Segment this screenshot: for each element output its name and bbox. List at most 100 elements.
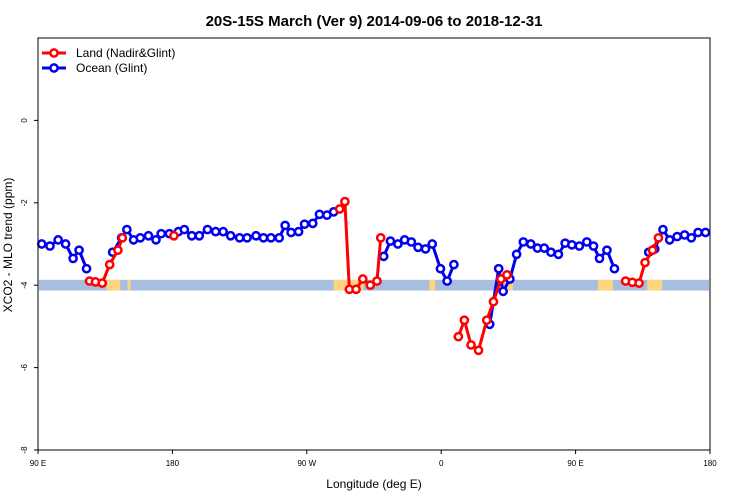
data-point bbox=[393, 239, 403, 249]
data-point bbox=[653, 232, 664, 243]
data-point bbox=[45, 241, 55, 251]
x-tick-label: 180 bbox=[703, 459, 717, 468]
y-axis-label: XCO2 - MLO trend (ppm) bbox=[1, 178, 15, 313]
data-point bbox=[266, 232, 276, 243]
data-point bbox=[700, 227, 711, 238]
legend: Land (Nadir&Glint)Ocean (Glint) bbox=[42, 46, 175, 75]
legend-marker bbox=[49, 48, 59, 58]
y-tick-label: 0 bbox=[20, 118, 29, 123]
data-point bbox=[113, 245, 123, 256]
data-point bbox=[567, 239, 577, 250]
data-point bbox=[135, 232, 146, 243]
legend-marker bbox=[49, 63, 59, 73]
data-point bbox=[274, 232, 285, 243]
data-point bbox=[36, 239, 47, 249]
data-point bbox=[53, 235, 64, 245]
data-point bbox=[525, 239, 536, 249]
data-point bbox=[413, 242, 423, 253]
x-tick-label: 90 E bbox=[567, 459, 583, 468]
data-point bbox=[634, 278, 644, 288]
data-point bbox=[151, 235, 161, 245]
data-point bbox=[117, 232, 128, 243]
data-point bbox=[340, 196, 350, 207]
data-point bbox=[293, 226, 304, 237]
reference-band-highlight bbox=[127, 279, 131, 291]
data-point bbox=[375, 232, 386, 243]
reference-band-highlight bbox=[647, 279, 663, 291]
data-point bbox=[481, 315, 492, 326]
data-point bbox=[459, 315, 470, 326]
data-point bbox=[104, 259, 115, 270]
data-point bbox=[60, 239, 71, 249]
y-tick-label: -8 bbox=[20, 446, 29, 454]
x-tick-label: 90 W bbox=[297, 459, 316, 468]
plot-frame bbox=[37, 37, 711, 451]
data-point bbox=[453, 331, 464, 342]
data-point bbox=[594, 253, 605, 264]
data-point bbox=[493, 263, 504, 274]
data-point bbox=[588, 241, 599, 251]
y-tick-label: -6 bbox=[20, 363, 29, 371]
data-point bbox=[307, 218, 318, 229]
data-point bbox=[435, 263, 446, 274]
data-point bbox=[602, 245, 612, 256]
reference-band-highlight bbox=[494, 279, 513, 291]
data-point bbox=[74, 245, 84, 256]
reference-band-highlight bbox=[106, 279, 121, 291]
data-point bbox=[143, 230, 154, 241]
data-point bbox=[372, 276, 382, 286]
data-point bbox=[179, 224, 190, 235]
data-point bbox=[378, 251, 389, 262]
data-point bbox=[647, 245, 658, 256]
data-point bbox=[488, 296, 499, 307]
data-point bbox=[442, 276, 453, 286]
x-axis: 90 E 180 90 W 0 90 E 180 bbox=[30, 450, 717, 468]
data-point bbox=[242, 232, 252, 243]
data-point bbox=[218, 226, 229, 237]
legend-label: Land (Nadir&Glint) bbox=[76, 46, 175, 60]
data-point bbox=[156, 228, 167, 239]
x-tick-label: 180 bbox=[166, 459, 180, 468]
x-axis-label: Longitude (deg E) bbox=[326, 477, 421, 491]
data-point bbox=[202, 224, 213, 235]
y-axis: 0 -2 -4 -6 -8 bbox=[20, 118, 38, 454]
legend-item: Land (Nadir&Glint) bbox=[42, 46, 175, 60]
data-point bbox=[258, 232, 269, 243]
series-layer bbox=[36, 196, 711, 356]
x-tick-label: 0 bbox=[439, 459, 444, 468]
data-point bbox=[574, 241, 585, 251]
y-tick-label: -2 bbox=[20, 199, 29, 207]
data-point bbox=[357, 274, 368, 284]
chart-title: 20S-15S March (Ver 9) 2014-09-06 to 2018… bbox=[206, 13, 543, 30]
data-point bbox=[581, 237, 592, 247]
data-point bbox=[406, 237, 417, 247]
data-point bbox=[466, 340, 476, 350]
data-point bbox=[280, 220, 290, 231]
data-point bbox=[251, 230, 261, 241]
data-point bbox=[81, 263, 92, 274]
data-point bbox=[502, 270, 512, 280]
series-ocean bbox=[36, 207, 711, 330]
data-point bbox=[553, 249, 564, 260]
data-point bbox=[609, 263, 620, 274]
legend-item: Ocean (Glint) bbox=[42, 61, 147, 75]
legend-label: Ocean (Glint) bbox=[76, 61, 147, 75]
data-point bbox=[640, 257, 650, 268]
data-point bbox=[511, 249, 522, 260]
data-point bbox=[351, 284, 361, 295]
data-point bbox=[473, 345, 484, 356]
data-point bbox=[427, 239, 438, 249]
series-land bbox=[84, 196, 664, 356]
data-point bbox=[299, 219, 310, 230]
data-point bbox=[225, 230, 236, 241]
data-point bbox=[68, 253, 78, 264]
data-point bbox=[449, 259, 459, 270]
data-point bbox=[498, 286, 509, 297]
data-point bbox=[210, 226, 221, 237]
data-point bbox=[314, 209, 325, 220]
data-point bbox=[385, 236, 396, 246]
data-point bbox=[122, 224, 132, 235]
data-point bbox=[539, 243, 550, 253]
data-point bbox=[97, 278, 108, 288]
